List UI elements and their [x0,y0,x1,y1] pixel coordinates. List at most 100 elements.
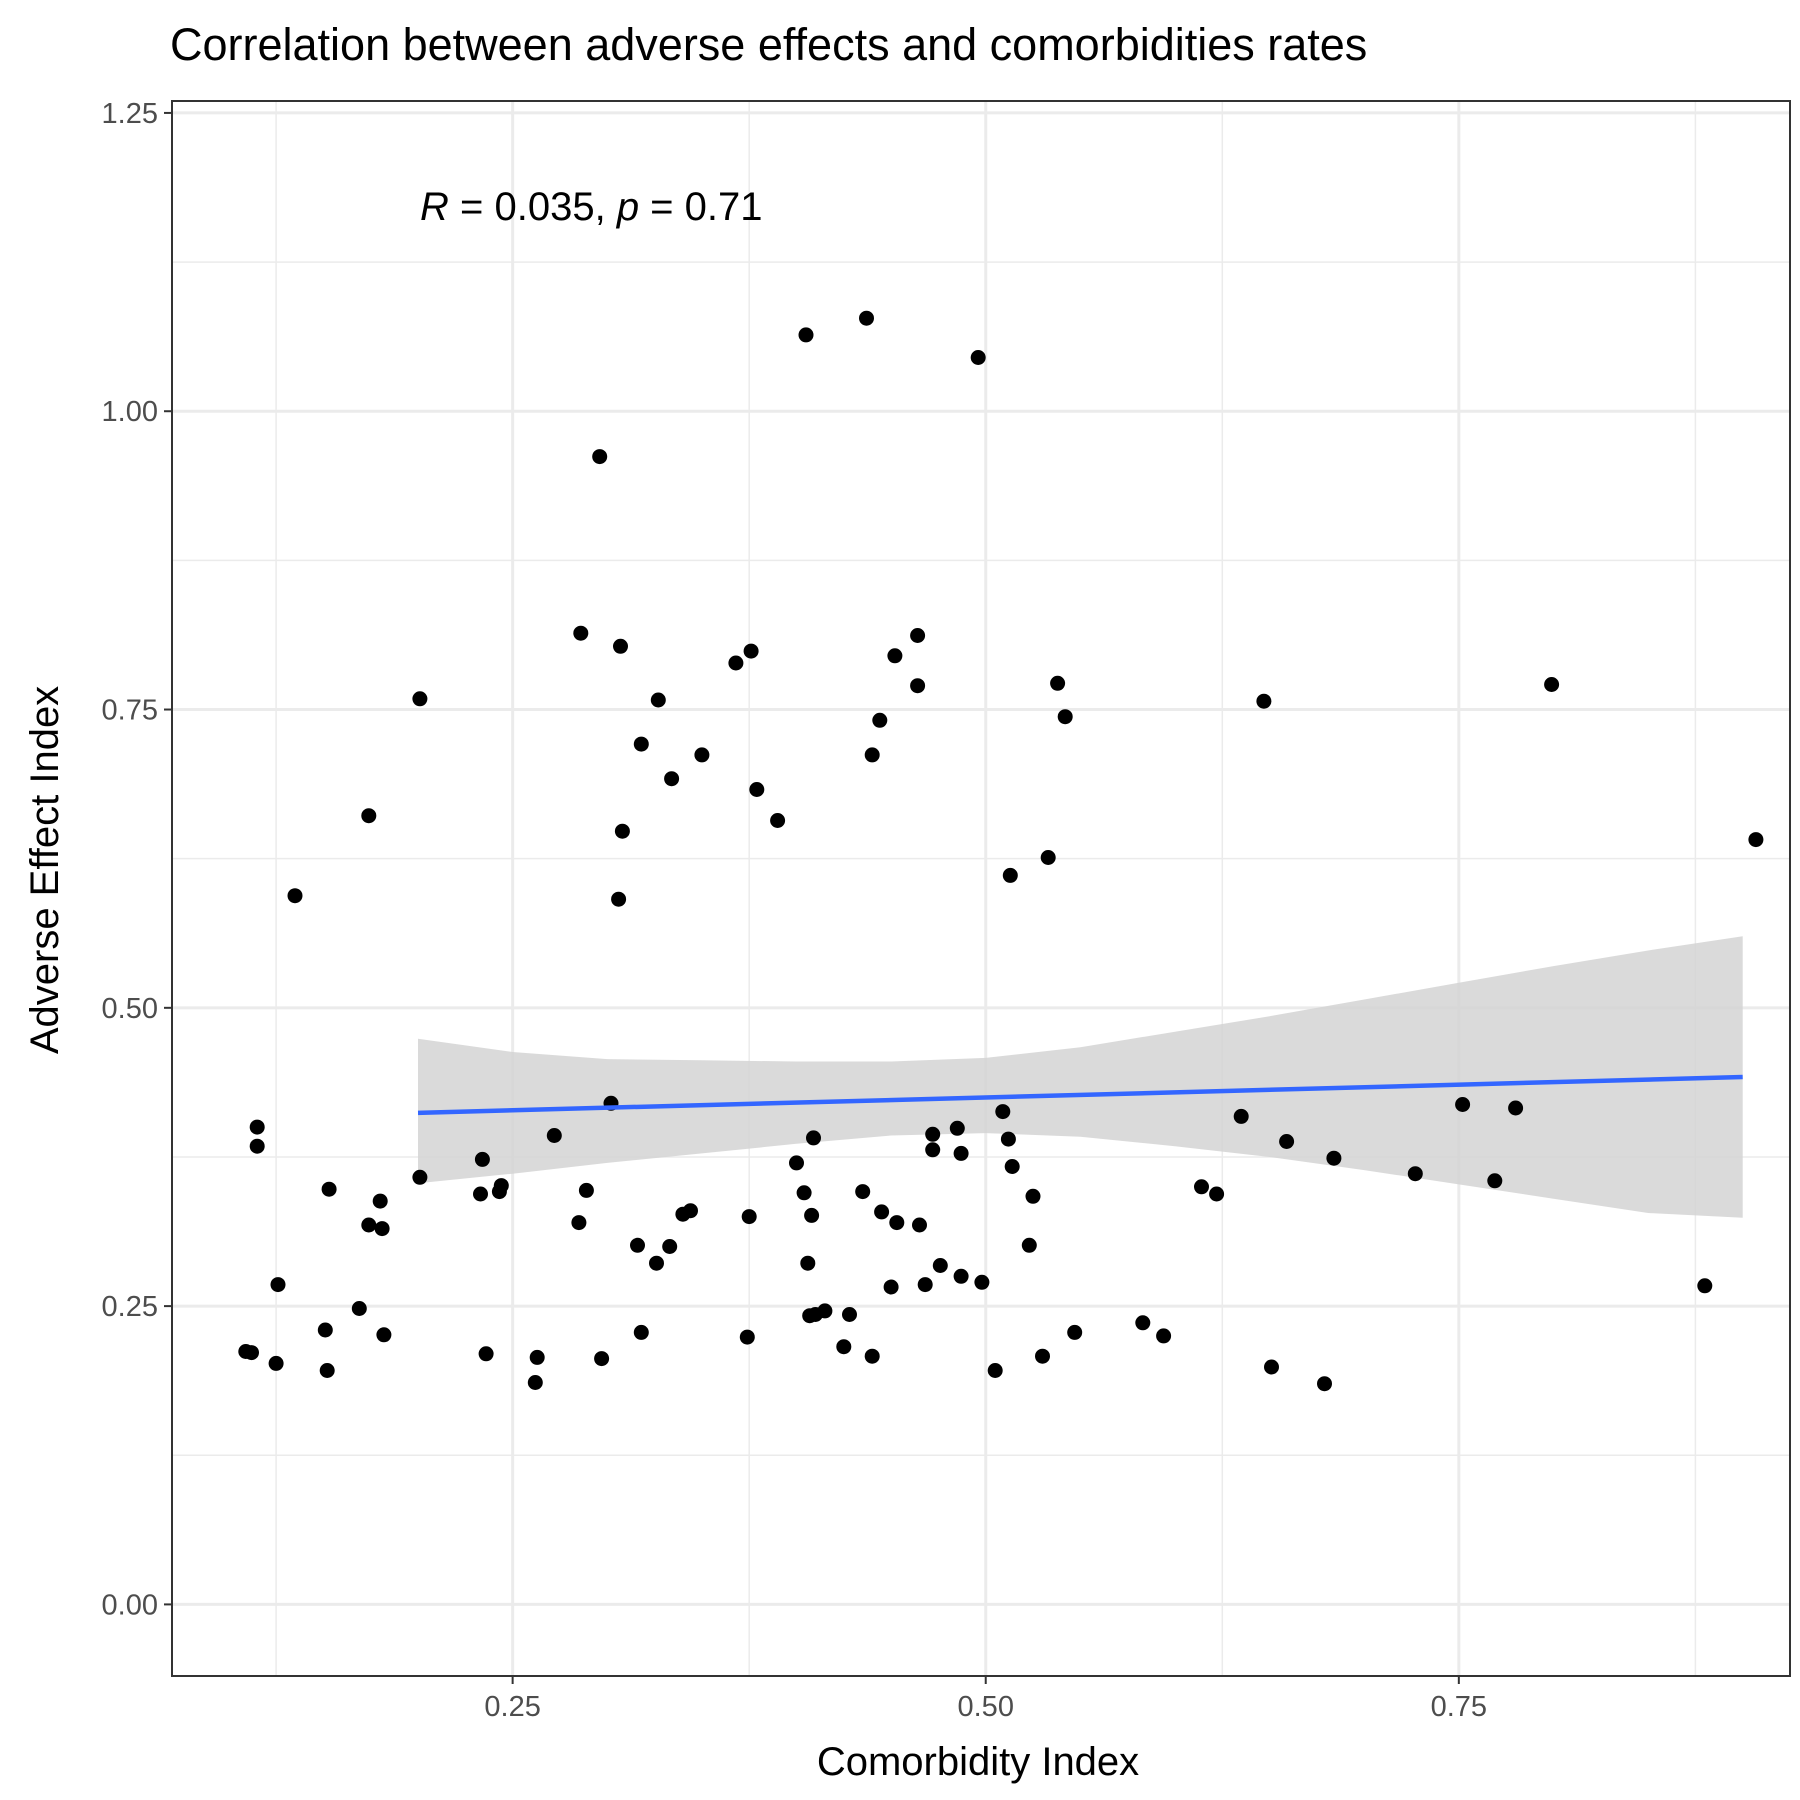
data-point [917,1277,933,1293]
data-point [1508,1100,1524,1116]
data-point [806,1130,821,1146]
data-point [1050,675,1066,691]
data-point [611,891,627,907]
data-point [372,1193,388,1209]
data-point [664,771,680,787]
y-axis-title: Adverse Effect Index [23,686,67,1054]
data-point [932,1258,948,1273]
data-point [578,1182,594,1198]
data-point [798,327,814,343]
data-point [789,1155,804,1171]
x-axis-title: Comorbidity Index [817,1740,1139,1784]
data-point [1035,1348,1050,1364]
data-point [614,823,630,839]
data-point [728,655,744,671]
data-point [872,712,888,728]
data-point [1256,693,1272,709]
x-tick-label: 0.75 [1431,1691,1487,1723]
data-point [321,1181,337,1197]
data-point [478,1346,494,1362]
data-point [1067,1324,1083,1340]
data-point [662,1239,678,1254]
data-point [412,691,428,707]
data-point [630,1237,645,1253]
data-point [1194,1179,1209,1195]
y-tick-label: 0.75 [102,695,158,727]
data-point [1025,1188,1041,1204]
data-point [412,1169,428,1185]
data-point [770,813,786,828]
data-point [987,1363,1003,1378]
data-point [883,1279,899,1295]
data-point [694,747,710,763]
data-point [864,747,880,763]
data-point [1326,1150,1342,1166]
data-point [493,1178,509,1194]
data-point [633,736,649,752]
data-point [817,1303,833,1319]
data-point [741,1209,757,1225]
data-point [1264,1359,1279,1375]
data-point [650,692,666,708]
p-symbol: p [616,185,639,229]
data-point [361,808,377,824]
data-point [1000,1131,1016,1147]
data-point [1455,1097,1471,1112]
data-point [749,782,765,797]
data-point [855,1184,871,1200]
data-point [474,1151,490,1167]
data-point [317,1322,333,1338]
data-point [649,1255,664,1271]
data-point [800,1255,816,1271]
data-point [796,1185,812,1201]
data-point [594,1351,610,1367]
x-tick-label: 0.50 [958,1691,1014,1723]
y-tick-label: 1.00 [102,396,158,428]
y-tick-label: 0.00 [102,1589,158,1621]
data-point [361,1217,377,1233]
chart-title: Correlation between adverse effects and … [170,19,1367,70]
data-point [268,1355,284,1371]
data-point [249,1138,265,1154]
data-point [1233,1108,1249,1124]
data-point [374,1221,390,1237]
plot-border [171,100,1791,1677]
data-point [925,1126,941,1142]
data-point [1279,1134,1295,1149]
data-point [527,1375,543,1390]
data-point [912,1217,927,1233]
data-point [836,1339,852,1355]
data-point [1135,1315,1151,1331]
data-point [925,1142,941,1158]
data-point [949,1120,965,1136]
correlation-annotation: R = 0.035, p = 0.71 [420,185,763,229]
data-point [1156,1328,1172,1344]
data-point [974,1274,990,1290]
data-point [889,1215,905,1231]
y-tick-label: 0.25 [102,1291,158,1323]
y-tick-label: 0.50 [102,993,158,1025]
data-point [1021,1237,1037,1253]
data-point [1002,867,1018,883]
data-point [351,1301,367,1316]
p-value-text: = 0.71 [639,185,762,229]
data-point [633,1324,649,1340]
data-point [864,1348,880,1364]
data-point [613,638,628,654]
r-symbol: R [420,185,449,229]
data-point [287,888,303,904]
data-point [529,1349,545,1365]
x-tick-label: 0.25 [484,1691,540,1723]
data-point [473,1186,488,1202]
data-point [376,1327,392,1343]
data-point [953,1145,969,1161]
plot-panel [171,100,1791,1677]
data-point [1407,1166,1423,1182]
data-point [270,1277,286,1293]
data-point [1004,1159,1020,1174]
data-point [1209,1186,1225,1202]
data-point [804,1207,820,1223]
data-point [244,1345,259,1361]
